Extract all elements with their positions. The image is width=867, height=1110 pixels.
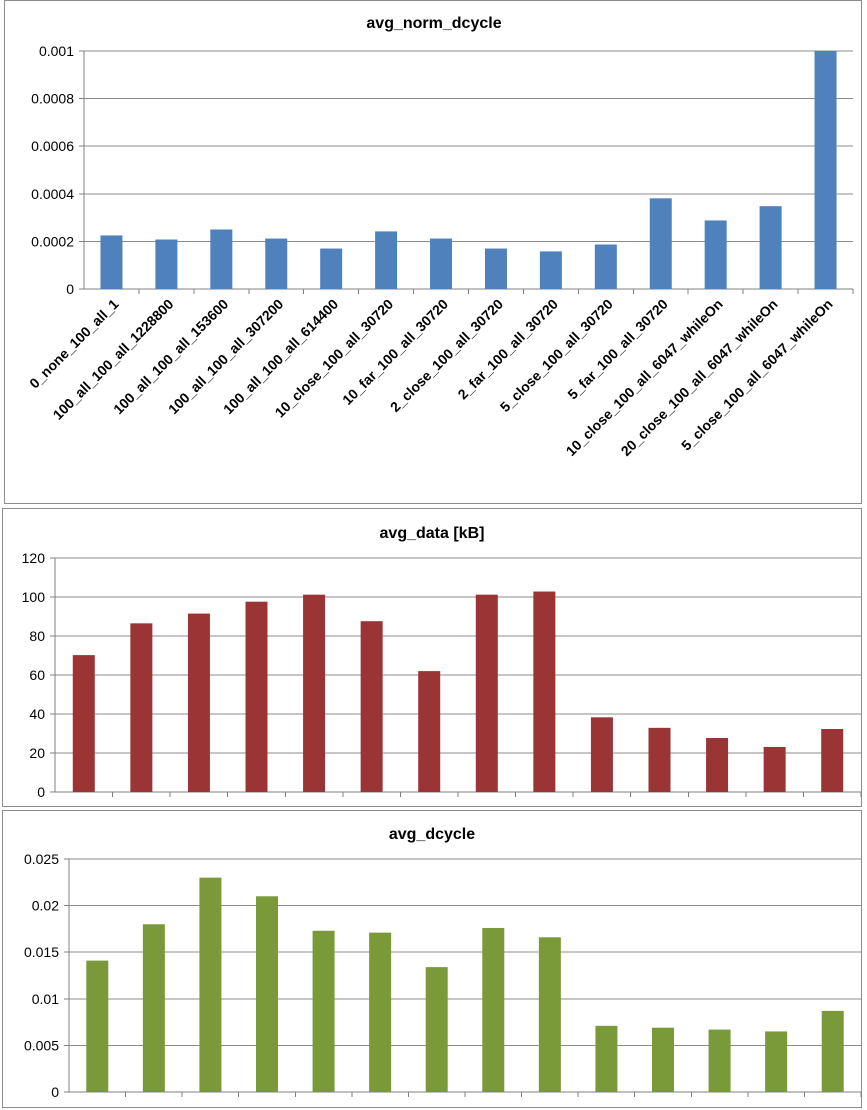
bar xyxy=(72,655,95,792)
y-tick-label: 0.0004 xyxy=(31,186,74,202)
bar xyxy=(484,248,507,289)
bar xyxy=(475,594,498,792)
x-tick-label: 10_far_100_all_30720 xyxy=(339,296,451,408)
bar xyxy=(86,960,109,1092)
y-tick-label: 0.015 xyxy=(24,944,59,960)
bar xyxy=(142,924,165,1092)
bar xyxy=(482,927,505,1092)
chart-title: avg_norm_dcycle xyxy=(366,15,501,32)
bar xyxy=(155,239,178,289)
bar xyxy=(369,932,392,1092)
y-tick-label: 0.02 xyxy=(32,898,59,914)
bar xyxy=(100,235,123,289)
bar xyxy=(763,746,786,792)
bar xyxy=(649,198,672,289)
bar xyxy=(210,229,233,289)
chart-title: avg_data [kB] xyxy=(380,525,485,542)
bar xyxy=(256,896,278,1092)
y-tick-label: 80 xyxy=(29,628,45,644)
bar xyxy=(704,220,727,289)
bar xyxy=(539,251,562,289)
bar xyxy=(533,591,556,792)
bar xyxy=(312,930,335,1092)
y-tick-label: 0 xyxy=(37,784,45,800)
bar xyxy=(320,248,343,289)
bar xyxy=(130,623,153,792)
bar xyxy=(375,231,398,289)
bar xyxy=(595,1025,618,1092)
bar xyxy=(821,1010,844,1092)
y-tick-label: 100 xyxy=(22,589,46,605)
bar xyxy=(538,937,561,1092)
bar xyxy=(418,671,441,792)
bar xyxy=(648,727,671,792)
avg-data-chart: avg_data [kB] 0 20 40 60 80 100 120 xyxy=(22,525,862,800)
bar xyxy=(594,244,617,289)
x-tick-label: 0_none_100_all_1 xyxy=(26,296,122,392)
y-tick-label: 0.01 xyxy=(32,991,59,1007)
bar xyxy=(706,737,729,792)
bar xyxy=(245,601,268,792)
y-tick-label: 120 xyxy=(22,550,46,566)
chart-panel-avg-dcycle: avg_dcycle 0 0.005 0.01 0.015 0.02 0.025 xyxy=(2,810,862,1108)
y-tick-label: 0 xyxy=(51,1084,59,1100)
bar xyxy=(821,729,844,792)
bar xyxy=(652,1027,674,1092)
bar xyxy=(759,206,782,289)
avg-dcycle-chart: avg_dcycle 0 0.005 0.01 0.015 0.02 0.025 xyxy=(24,826,862,1100)
chart-title: avg_dcycle xyxy=(389,826,475,843)
y-tick-label: 20 xyxy=(29,745,45,761)
bar xyxy=(430,238,453,289)
y-tick-label: 0.001 xyxy=(39,43,74,59)
x-tick-label: 5_far_100_all_30720 xyxy=(564,296,671,403)
x-tick-label: 5_close_100_all_30720 xyxy=(497,296,616,415)
chart-panel-avg-data: avg_data [kB] 0 20 40 60 80 100 120 xyxy=(2,508,862,807)
y-tick-label: 0.0002 xyxy=(31,233,74,249)
bar xyxy=(303,594,326,792)
bar xyxy=(708,1029,731,1092)
x-tick-label: 2_far_100_all_30720 xyxy=(454,296,561,403)
bar xyxy=(425,967,448,1092)
bar xyxy=(360,621,383,792)
bar xyxy=(265,238,288,289)
y-tick-label: 0 xyxy=(66,281,74,297)
y-tick-label: 40 xyxy=(29,706,45,722)
y-tick-label: 0.0006 xyxy=(31,138,74,154)
bar xyxy=(590,717,613,792)
y-tick-label: 0.025 xyxy=(24,851,59,867)
y-tick-label: 0.0008 xyxy=(31,91,74,107)
bar xyxy=(814,51,837,289)
avg-norm-dcycle-chart: avg_norm_dcycle 0 0.0002 0.0004 0.0006 0.000… xyxy=(26,15,854,459)
bar xyxy=(199,877,222,1092)
y-tick-label: 60 xyxy=(29,667,45,683)
y-tick-label: 0.005 xyxy=(24,1037,59,1053)
chart-panel-avg-norm-dcycle: avg_norm_dcycle 0 0.0002 0.0004 0.0006 0.000… xyxy=(4,0,862,504)
bar xyxy=(765,1031,788,1092)
x-tick-label: 2_close_100_all_30720 xyxy=(387,296,506,415)
bar xyxy=(187,613,210,792)
